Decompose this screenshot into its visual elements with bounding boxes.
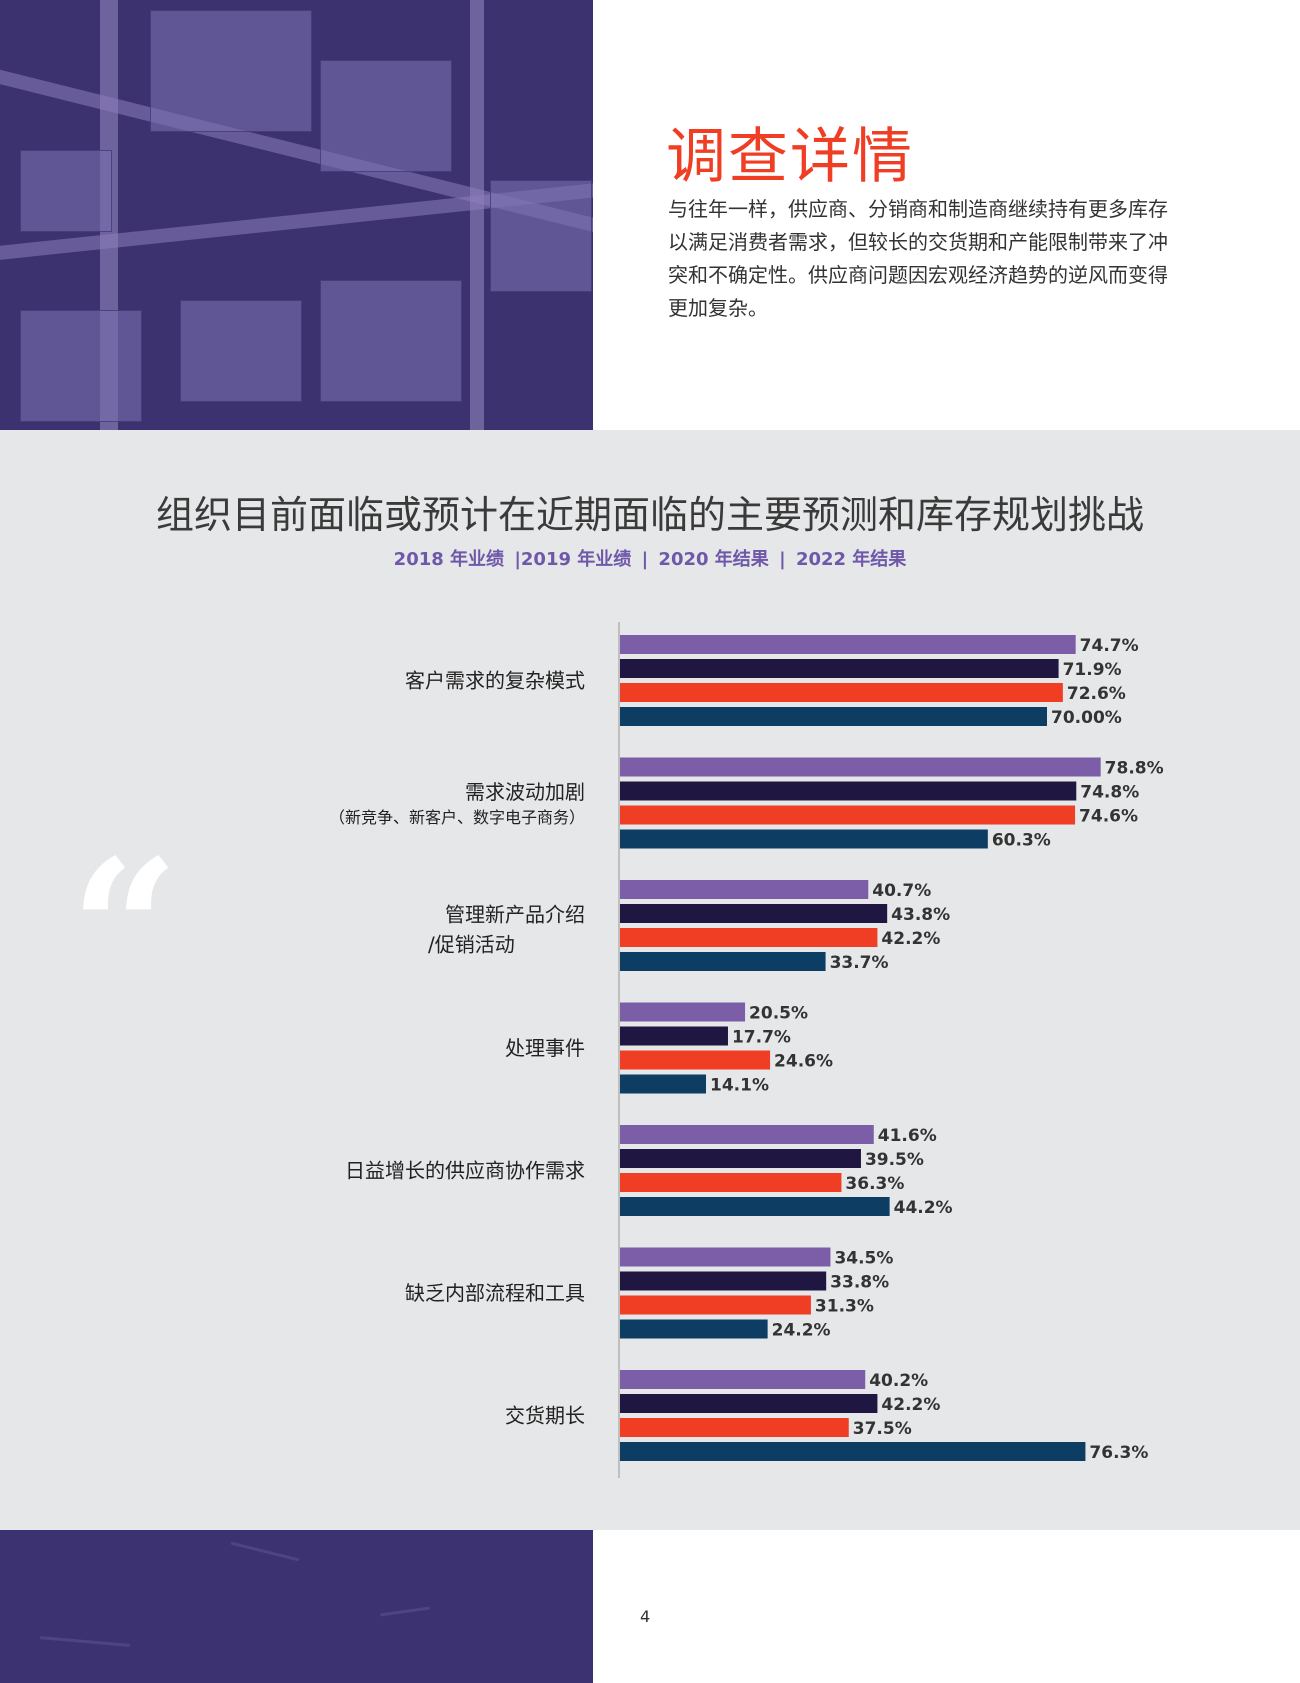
data-label: 43.8% xyxy=(891,905,950,925)
bar xyxy=(620,829,988,849)
bar xyxy=(620,805,1076,825)
bar xyxy=(620,952,826,971)
page-heading: 调查详情 xyxy=(666,122,914,192)
bar xyxy=(620,904,888,923)
legend-divider: | xyxy=(779,549,786,570)
legend-item-2018: 2018 年业绩 xyxy=(393,549,505,570)
data-label: 44.2% xyxy=(894,1198,953,1218)
bar xyxy=(620,659,1059,678)
chart-title: 组织目前面临或预计在近期面临的主要预测和库存规划挑战 xyxy=(155,493,1144,537)
bar xyxy=(620,1125,874,1144)
data-label: 70.00% xyxy=(1051,708,1122,728)
bar xyxy=(620,1370,866,1389)
warehouse-photo-bottom xyxy=(0,1530,593,1683)
bar xyxy=(620,1149,861,1168)
data-label: 34.5% xyxy=(834,1249,893,1269)
legend-divider: | xyxy=(641,549,649,570)
data-label: 36.3% xyxy=(845,1174,904,1194)
intro-paragraph: 与往年一样，供应商、分销商和制造商继续持有更多库存以满足消费者需求，但较长的交货… xyxy=(668,197,1168,320)
bar xyxy=(620,1394,878,1413)
bar xyxy=(620,635,1076,654)
bar xyxy=(620,880,869,899)
legend-item-2022: 2022 年结果 xyxy=(795,549,907,570)
category-label: 管理新产品介绍 xyxy=(445,903,585,927)
data-label: 33.8% xyxy=(830,1273,889,1293)
data-label: 40.2% xyxy=(869,1371,928,1391)
bar xyxy=(620,1074,707,1094)
data-label: 37.5% xyxy=(853,1419,912,1439)
bar xyxy=(620,1247,831,1267)
chart-legend: 2018 年业绩 |2019 年业绩 | 2020 年结果 | 2022 年结果 xyxy=(0,545,1300,571)
legend-item-2020: 2020 年结果 xyxy=(658,549,769,570)
chart-panel xyxy=(0,430,1300,1530)
data-label: 33.7% xyxy=(830,953,889,973)
data-label: 17.7% xyxy=(732,1028,791,1048)
category-label: 处理事件 xyxy=(505,1036,585,1060)
bar xyxy=(620,1319,768,1339)
data-label: 74.8% xyxy=(1080,783,1139,803)
category-label: 缺乏内部流程和工具 xyxy=(405,1281,585,1305)
quote-mark-icon: “ xyxy=(70,818,180,1041)
category-label: 日益增长的供应商协作需求 xyxy=(345,1159,585,1183)
data-label: 76.3% xyxy=(1089,1443,1148,1463)
warehouse-photo-top xyxy=(0,0,593,430)
legend-item-2019: |2019 年业绩 xyxy=(514,549,632,570)
data-label: 60.3% xyxy=(992,831,1051,851)
category-label: 需求波动加剧 xyxy=(465,780,585,804)
data-label: 71.9% xyxy=(1063,660,1122,680)
data-label: 14.1% xyxy=(710,1076,769,1096)
bar xyxy=(620,781,1077,801)
bar xyxy=(620,757,1101,777)
category-sublabel: （新竞争、新客户、数字电子商务） xyxy=(329,808,585,827)
bar xyxy=(620,1271,827,1291)
data-label: 40.7% xyxy=(872,881,931,901)
bar xyxy=(620,1418,849,1437)
data-label: 24.6% xyxy=(774,1052,833,1072)
data-label: 42.2% xyxy=(881,1395,940,1415)
bar xyxy=(620,1026,728,1046)
data-label: 20.5% xyxy=(749,1004,808,1024)
data-label: 42.2% xyxy=(881,929,940,949)
bar xyxy=(620,1050,771,1070)
bar xyxy=(620,707,1047,726)
bar xyxy=(620,1002,746,1022)
category-label: 交货期长 xyxy=(505,1404,585,1428)
bar xyxy=(620,1295,811,1315)
bar xyxy=(620,1197,890,1216)
data-label: 74.6% xyxy=(1079,807,1138,827)
data-label: 41.6% xyxy=(878,1126,937,1146)
bar xyxy=(620,928,878,947)
data-label: 31.3% xyxy=(815,1297,874,1317)
data-label: 78.8% xyxy=(1105,759,1164,779)
bar xyxy=(620,1442,1086,1461)
data-label: 72.6% xyxy=(1067,684,1126,704)
data-label: 74.7% xyxy=(1080,636,1139,656)
data-label: 39.5% xyxy=(865,1150,924,1170)
category-label: 客户需求的复杂模式 xyxy=(405,669,585,693)
bar xyxy=(620,683,1063,702)
bar xyxy=(620,1173,842,1192)
page-number: 4 xyxy=(640,1607,651,1626)
category-sublabel: /促销活动 xyxy=(428,933,515,957)
data-label: 24.2% xyxy=(772,1321,831,1341)
